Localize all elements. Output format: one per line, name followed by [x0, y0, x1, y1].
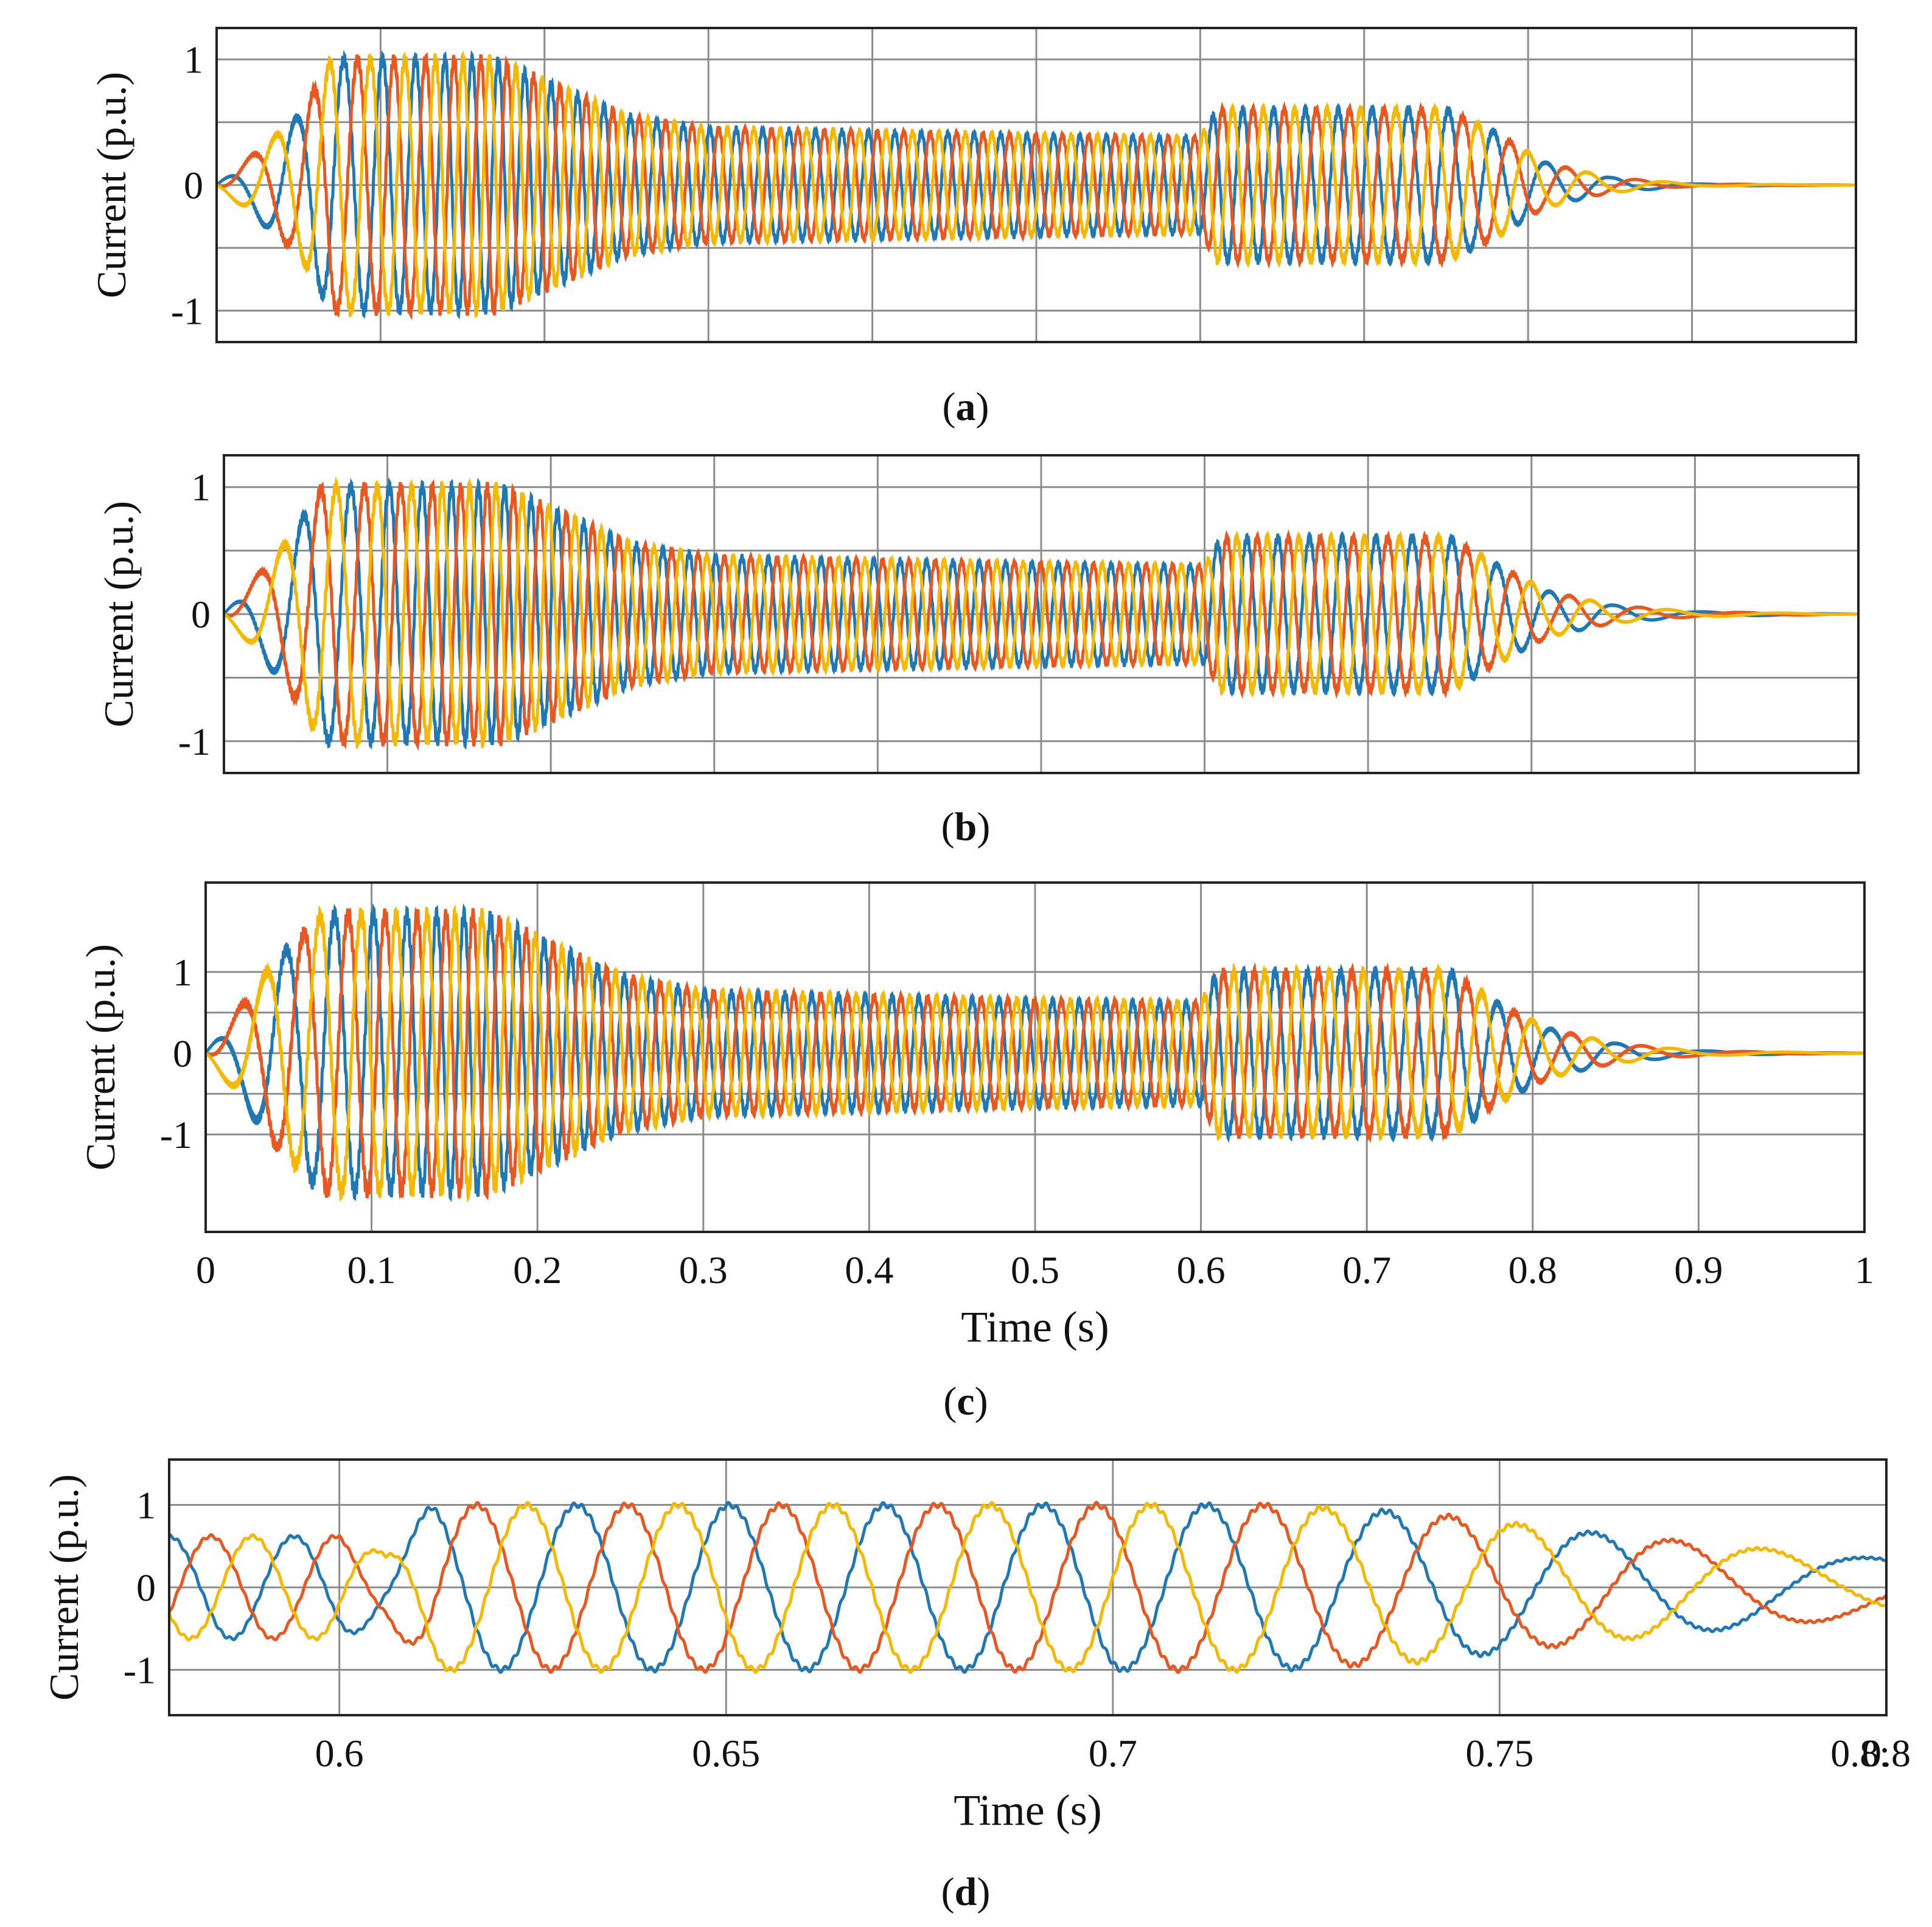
phase-a-line [169, 1501, 1888, 1674]
phase-b-line [216, 52, 1856, 321]
x-tick-label: 0.8: [1830, 1732, 1890, 1775]
grid-lines [224, 455, 1858, 773]
y-axis-label: Current (p.u.) [77, 944, 124, 1170]
x-tick-labels: 0.6 0.65 0.7 0.75 0.80.8: [315, 1732, 1911, 1775]
chart-panel-a: -1 0 1 Current (p.u.) (a) [88, 27, 1857, 429]
x-tick-label: 0.5 [1011, 1248, 1059, 1292]
x-tick-label: 1 [1855, 1248, 1874, 1292]
y-tick-label: 1 [184, 38, 203, 82]
chart-panel-d: -1 0 1 0.6 0.65 0.7 0.75 0.80.8: Current (p.u.… [41, 1458, 1911, 1914]
x-tick-label: 0.2 [513, 1248, 562, 1292]
phase-b-line [168, 1501, 1888, 1674]
y-tick-label: -1 [178, 720, 211, 763]
grid-lines [169, 1460, 1886, 1715]
y-axis-label: Current (p.u.) [96, 501, 142, 727]
y-tick-label: 1 [191, 466, 211, 509]
x-tick-labels: 0 0.1 0.2 0.3 0.4 0.5 0.6 0.7 0.8 0.9 1 [196, 1248, 1874, 1292]
y-axis-label: Current (p.u.) [41, 1474, 87, 1701]
series-group [215, 49, 1856, 321]
x-axis-label: Time (s) [961, 1303, 1109, 1351]
y-axis-label: Current (p.u.) [88, 72, 134, 298]
y-tick-labels: -1 0 1 [124, 1484, 156, 1692]
y-tick-label: 0 [184, 164, 203, 207]
series-group [167, 1501, 1888, 1674]
phase-b-line [223, 479, 1858, 751]
x-tick-label: 0.7 [1089, 1732, 1137, 1775]
x-tick-label: 0.8 [1862, 1732, 1911, 1775]
phase-c-line [204, 904, 1864, 1203]
plot-frame [223, 454, 1860, 774]
x-tick-label: 0.4 [845, 1248, 893, 1292]
phase-c-line [215, 49, 1856, 318]
panel-caption: (d) [941, 1870, 991, 1914]
grid-lines [217, 28, 1856, 342]
y-tick-label: -1 [124, 1648, 156, 1691]
plot-frame [168, 1458, 1888, 1716]
x-tick-label: 0.9 [1674, 1248, 1723, 1292]
chart-panel-b: -1 0 1 Current (p.u.) (b) [96, 454, 1860, 849]
x-axis-label: Time (s) [954, 1786, 1101, 1834]
series-group [204, 903, 1864, 1203]
phase-c-line [223, 476, 1858, 749]
panel-caption: (b) [941, 805, 991, 849]
y-tick-label: -1 [171, 289, 203, 332]
chart-panel-c: -1 0 1 0 0.1 0.2 0.3 0.4 0.5 0.6 0.7 0.8 0.9 1 Curre… [77, 881, 1874, 1424]
x-tick-label: 0 [196, 1248, 215, 1292]
panel-caption: (c) [943, 1379, 988, 1424]
x-tick-label: 0.6 [1177, 1248, 1226, 1292]
panel-caption: (a) [943, 385, 989, 429]
series-group [222, 476, 1858, 751]
x-tick-label: 0.8 [1508, 1248, 1557, 1292]
y-tick-label: -1 [160, 1113, 192, 1156]
y-tick-label: 1 [136, 1484, 156, 1527]
x-tick-label: 0.65 [692, 1732, 760, 1775]
y-tick-label: 0 [191, 593, 211, 636]
y-tick-label: 0 [136, 1566, 156, 1609]
y-tick-labels: -1 0 1 [160, 951, 192, 1156]
x-tick-label: 0.7 [1342, 1248, 1391, 1292]
y-tick-label: 0 [173, 1032, 192, 1075]
phase-c-line [167, 1501, 1888, 1674]
x-tick-label: 0.6 [315, 1732, 364, 1775]
y-tick-labels: -1 0 1 [171, 38, 203, 333]
x-tick-label: 0.1 [347, 1248, 396, 1292]
y-tick-label: 1 [173, 951, 192, 994]
plot-frame [204, 881, 1866, 1233]
x-tick-label: 0.75 [1465, 1732, 1533, 1775]
phase-b-line [204, 906, 1864, 1201]
x-tick-label: 0.3 [679, 1248, 728, 1292]
y-tick-labels: -1 0 1 [178, 466, 211, 763]
plot-frame [215, 27, 1857, 343]
